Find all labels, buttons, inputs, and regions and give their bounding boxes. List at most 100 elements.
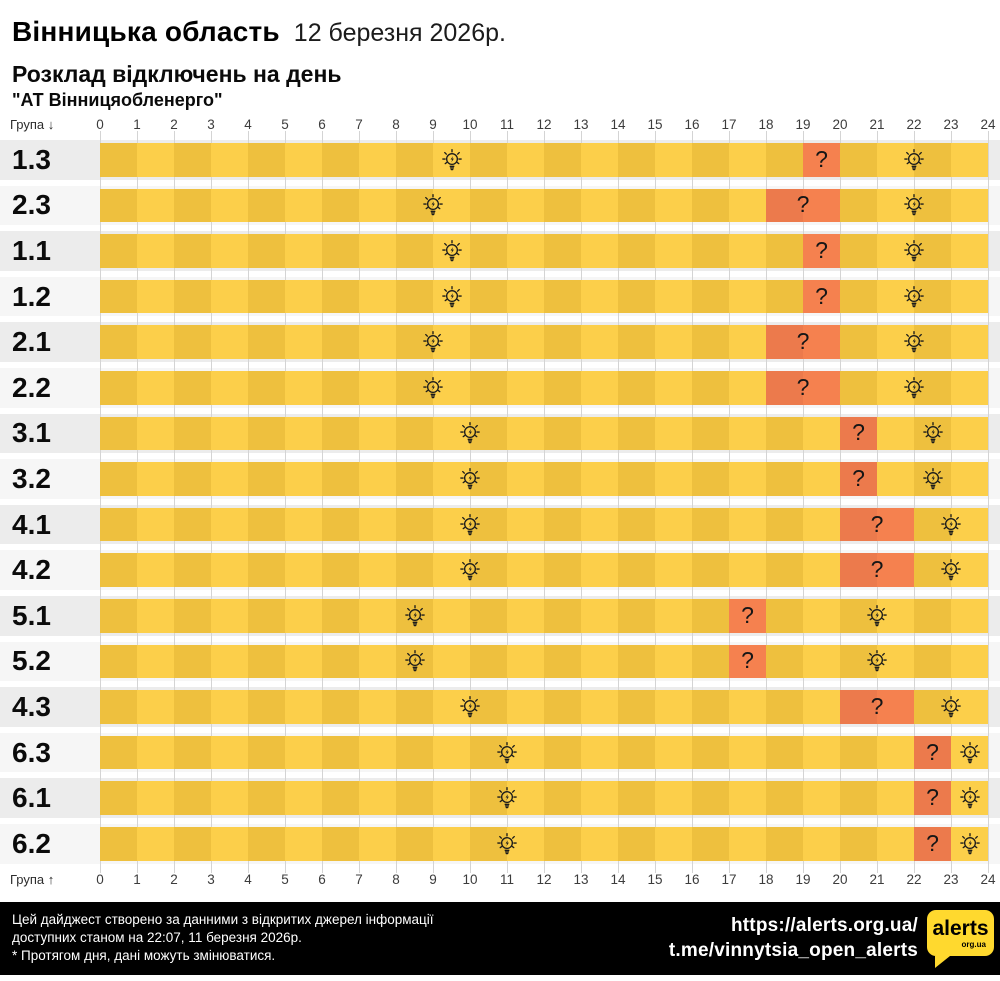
hour-cell bbox=[766, 462, 803, 496]
lightbulb-icon bbox=[922, 422, 943, 445]
lightbulb-icon bbox=[904, 194, 925, 217]
hour-cell bbox=[655, 188, 692, 223]
hour-label: 8 bbox=[392, 871, 400, 887]
hour-cell bbox=[766, 143, 803, 177]
hour-cell bbox=[359, 598, 396, 633]
hour-cell bbox=[396, 644, 433, 679]
hour-cell bbox=[729, 735, 766, 770]
hour-cell bbox=[803, 598, 840, 633]
hour-label: 23 bbox=[943, 871, 959, 887]
hour-cell bbox=[914, 507, 951, 542]
hour-cell bbox=[137, 325, 174, 359]
hour-cell bbox=[359, 690, 396, 724]
hour-cell bbox=[433, 279, 470, 314]
group-label: 3.2 bbox=[12, 462, 51, 494]
hour-cell bbox=[285, 553, 322, 587]
hour-cell bbox=[692, 781, 729, 815]
hour-cell bbox=[359, 234, 396, 268]
lightbulb-rays-icon bbox=[941, 559, 961, 581]
question-mark: ? bbox=[741, 601, 754, 628]
hour-label: 20 bbox=[832, 871, 848, 887]
hour-cell bbox=[174, 553, 211, 587]
hour-label: 3 bbox=[207, 117, 215, 132]
uncertain-cell bbox=[840, 690, 877, 724]
hour-cell bbox=[840, 826, 877, 861]
hour-cell bbox=[359, 370, 396, 405]
hour-cell bbox=[655, 234, 692, 268]
lightbulb-rays-icon bbox=[867, 650, 887, 672]
group-label: 3.1 bbox=[12, 417, 51, 449]
hour-cell bbox=[285, 279, 322, 314]
hour-cell bbox=[396, 507, 433, 542]
hour-cell bbox=[692, 462, 729, 496]
hour-cell bbox=[618, 279, 655, 314]
hour-cell bbox=[100, 507, 137, 542]
group-label: 4.1 bbox=[12, 508, 51, 540]
hour-label: 3 bbox=[207, 871, 215, 887]
footer-url[interactable]: https://alerts.org.ua/ bbox=[730, 914, 918, 936]
uncertain-cell bbox=[840, 553, 877, 587]
hour-cell bbox=[100, 325, 137, 359]
group-label: 6.2 bbox=[12, 827, 51, 859]
hour-cell bbox=[581, 188, 618, 223]
uncertain-cell bbox=[803, 279, 840, 314]
hour-cell bbox=[729, 325, 766, 359]
hour-cell bbox=[951, 370, 988, 405]
hour-cell bbox=[359, 325, 396, 359]
hour-cell bbox=[285, 188, 322, 223]
hour-cell bbox=[396, 553, 433, 587]
hour-cell bbox=[507, 553, 544, 587]
footer: Цей дайджест створено за данними з відкр… bbox=[0, 901, 1000, 975]
uncertain-cell bbox=[840, 416, 877, 451]
footer-right: https://alerts.org.ua/ t.me/vinnytsia_op… bbox=[669, 908, 1000, 968]
hour-cell bbox=[470, 416, 507, 451]
hour-cell bbox=[877, 325, 914, 359]
schedule-bar: ? bbox=[100, 416, 988, 451]
hour-cell bbox=[359, 553, 396, 587]
lightbulb-rays-icon bbox=[922, 422, 943, 444]
hour-cell bbox=[544, 690, 581, 724]
hour-cell bbox=[100, 370, 137, 405]
hour-label: 10 bbox=[462, 871, 478, 887]
hour-axis-bottom: Група ↑ 0 1 2 3 4 5 6 7 8 9 10 11 12 13 14 15 16 17 18 19 20… bbox=[0, 867, 1000, 893]
hour-cell bbox=[100, 188, 137, 223]
hour-cell bbox=[692, 598, 729, 633]
schedule-bar: ? bbox=[100, 143, 988, 177]
hour-cell bbox=[285, 234, 322, 268]
schedule-row: 6.3? bbox=[0, 730, 1000, 776]
question-mark: ? bbox=[852, 464, 865, 491]
hour-cell bbox=[248, 781, 285, 815]
hour-cell bbox=[507, 644, 544, 679]
hour-label: 18 bbox=[758, 117, 774, 132]
hour-cell bbox=[211, 781, 248, 815]
hour-cell bbox=[470, 507, 507, 542]
hour-cell bbox=[174, 279, 211, 314]
hour-label: 2 bbox=[170, 117, 178, 132]
hour-cell bbox=[285, 598, 322, 633]
hour-cell bbox=[544, 325, 581, 359]
logo-subtext: org.ua bbox=[961, 939, 986, 949]
hour-cell bbox=[766, 234, 803, 268]
hour-cell bbox=[803, 462, 840, 496]
group-label: 1.2 bbox=[12, 280, 51, 312]
hour-cell bbox=[248, 279, 285, 314]
hour-label: 19 bbox=[795, 871, 811, 887]
title-line: Вінницька область 12 березня 2026р. bbox=[12, 16, 988, 48]
hour-cell bbox=[618, 462, 655, 496]
hour-cell bbox=[248, 325, 285, 359]
hour-cell bbox=[285, 735, 322, 770]
hour-cell bbox=[211, 279, 248, 314]
hour-cell bbox=[877, 188, 914, 223]
hour-cell bbox=[100, 462, 137, 496]
footer-telegram-link[interactable]: t.me/vinnytsia_open_alerts bbox=[668, 940, 918, 961]
hour-cell bbox=[211, 325, 248, 359]
hour-cell bbox=[507, 188, 544, 223]
hour-cell bbox=[692, 188, 729, 223]
hour-cell bbox=[692, 826, 729, 861]
hour-cell bbox=[470, 234, 507, 268]
footer-note-2: доступних станом на 22:07, 11 березня 20… bbox=[12, 930, 302, 946]
hour-cell bbox=[840, 188, 877, 223]
schedule-row: 2.2? bbox=[0, 365, 1000, 411]
lightbulb-rays-icon bbox=[941, 695, 961, 718]
hour-cell bbox=[766, 598, 803, 633]
